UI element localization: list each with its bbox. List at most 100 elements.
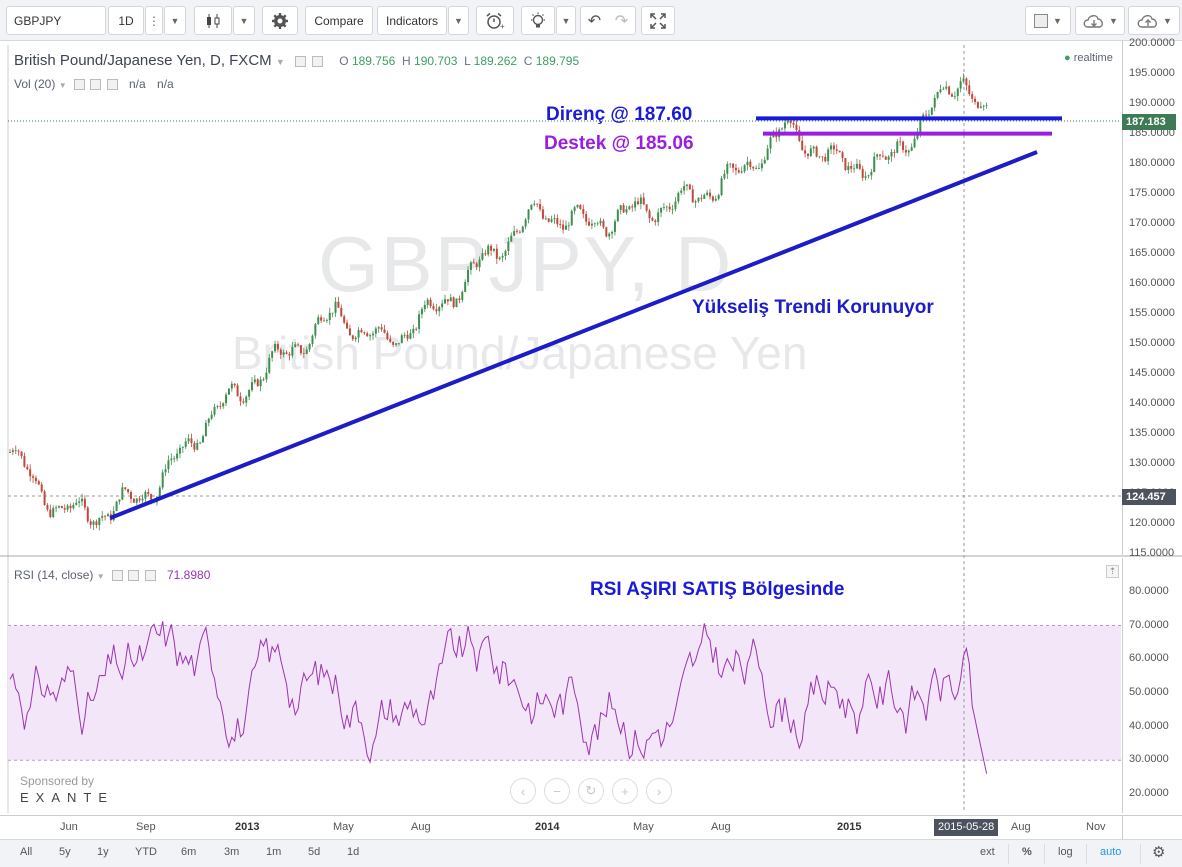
indicators-button[interactable]: Indicators — [377, 6, 447, 35]
symbol-label: GBPJPY — [14, 13, 62, 28]
eye-icon[interactable] — [111, 570, 123, 582]
range-button-1d[interactable]: 1d — [347, 846, 360, 858]
candle-body — [83, 498, 86, 508]
range-button-5d[interactable]: 5d — [308, 846, 321, 858]
candle-body — [516, 231, 519, 232]
candle-body — [518, 231, 521, 233]
candle-body — [40, 484, 43, 492]
zoom-out-button[interactable]: − — [544, 778, 570, 804]
range-button-1m[interactable]: 1m — [266, 846, 282, 858]
candle-body — [662, 207, 665, 208]
range-button-6m[interactable]: 6m — [181, 846, 197, 858]
log-toggle[interactable]: log — [1058, 846, 1073, 858]
chart-container[interactable]: GBPJPY, D British Pound/Japanese Yen 200… — [0, 37, 1182, 867]
more-intervals-icon[interactable]: ⋮ — [145, 6, 163, 35]
uptrend-line[interactable] — [109, 150, 1038, 520]
scroll-left-button[interactable]: ‹ — [510, 778, 536, 804]
candle-body — [832, 145, 835, 150]
interval-button[interactable]: 1D — [108, 6, 144, 35]
candle-body — [668, 206, 671, 210]
time-tick-label: May — [633, 821, 654, 833]
candle-body — [135, 498, 138, 503]
settings-icon[interactable] — [90, 79, 102, 91]
close-icon[interactable] — [144, 570, 156, 582]
rsi-axis[interactable] — [1122, 558, 1182, 813]
settings-icon[interactable] — [128, 570, 140, 582]
candle-body — [631, 206, 634, 208]
interval-label: 1D — [118, 13, 134, 28]
compare-button[interactable]: Compare — [305, 6, 373, 35]
chevron-down-icon[interactable]: ▼ — [164, 6, 186, 35]
eye-icon[interactable] — [73, 79, 85, 91]
redo-icon[interactable]: ↷ — [614, 12, 629, 30]
eye-icon[interactable] — [294, 55, 306, 67]
range-button-5y[interactable]: 5y — [59, 846, 71, 858]
candle-body — [346, 322, 349, 329]
trend-label[interactable]: Yükseliş Trendi Korunuyor — [692, 297, 934, 318]
support-label[interactable]: Destek @ 185.06 — [544, 133, 694, 154]
fullscreen-icon — [650, 12, 666, 29]
reset-button[interactable]: ↻ — [578, 778, 604, 804]
candle-body — [951, 94, 954, 97]
candle-body — [357, 329, 360, 338]
ideas-dropdown[interactable]: ▼ — [556, 6, 576, 35]
undo-icon[interactable]: ↶ — [587, 12, 602, 30]
sponsor-block[interactable]: Sponsored by EXANTE — [20, 774, 114, 805]
candles-style-button[interactable] — [194, 6, 232, 35]
candle-body — [213, 406, 216, 415]
scroll-right-button[interactable]: › — [646, 778, 672, 804]
settings-icon[interactable] — [312, 55, 324, 67]
candle-body — [858, 163, 861, 169]
candle-body — [795, 124, 798, 131]
alert-button[interactable]: + — [476, 6, 514, 35]
zoom-in-button[interactable]: + — [612, 778, 638, 804]
rsi-title: RSI (14, close) — [14, 568, 94, 582]
layout-button[interactable]: ▼ — [1025, 6, 1071, 35]
candle-body — [703, 194, 706, 199]
close-icon[interactable] — [106, 79, 118, 91]
percent-toggle[interactable]: % — [1022, 846, 1032, 858]
close-label: C — [523, 54, 533, 68]
low-label: L — [464, 54, 471, 68]
ideas-button[interactable] — [521, 6, 555, 35]
load-chart-button[interactable]: ▼ — [1075, 6, 1125, 35]
save-chart-button[interactable]: ▼ — [1128, 6, 1180, 35]
chart-style-dropdown[interactable]: ▼ — [233, 6, 255, 35]
candle-body — [452, 297, 455, 308]
gear-icon[interactable]: ⚙ — [1152, 844, 1166, 861]
candle-body — [939, 89, 942, 93]
candle-body — [415, 328, 418, 330]
cloud-upload-icon — [1137, 14, 1157, 28]
range-button-1y[interactable]: 1y — [97, 846, 109, 858]
price-tick-label: 135.0000 — [1129, 427, 1175, 439]
extended-hours-toggle[interactable]: ext — [980, 846, 995, 858]
auto-scale-toggle[interactable]: auto — [1100, 846, 1122, 858]
candle-body — [812, 146, 815, 149]
rsi-legend: RSI (14, close) ▼ 71.8980 — [14, 568, 211, 582]
time-tick-label: Nov — [1086, 821, 1106, 833]
maximize-pane-icon[interactable]: ⇡ — [1106, 565, 1119, 578]
range-button-3m[interactable]: 3m — [224, 846, 240, 858]
candle-body — [513, 231, 516, 236]
indicators-dropdown[interactable]: ▼ — [448, 6, 469, 35]
range-button-all[interactable]: All — [20, 846, 33, 858]
rsi-note-label[interactable]: RSI AŞIRI SATIŞ Bölgesinde — [590, 579, 845, 600]
candle-body — [317, 317, 320, 325]
candle-body — [207, 418, 210, 423]
candle-body — [562, 224, 565, 230]
settings-button[interactable] — [262, 6, 298, 35]
candle-body — [596, 223, 599, 225]
price-rsi-plot[interactable] — [0, 41, 1182, 867]
candle-body — [806, 153, 809, 157]
candle-body — [202, 436, 205, 443]
resistance-label[interactable]: Direnç @ 187.60 — [546, 104, 693, 125]
candle-body — [409, 333, 412, 339]
fullscreen-button[interactable] — [641, 6, 675, 35]
symbol-search-button[interactable]: GBPJPY — [6, 6, 106, 35]
range-button-ytd[interactable]: YTD — [135, 846, 157, 858]
rsi-tick-label: 80.0000 — [1129, 584, 1169, 597]
candle-body — [559, 224, 562, 226]
candle-body — [553, 218, 556, 220]
candle-body — [487, 245, 490, 255]
ohlc-values: O 189.756 H 190.703 L 189.262 C 189.795 — [339, 54, 579, 68]
